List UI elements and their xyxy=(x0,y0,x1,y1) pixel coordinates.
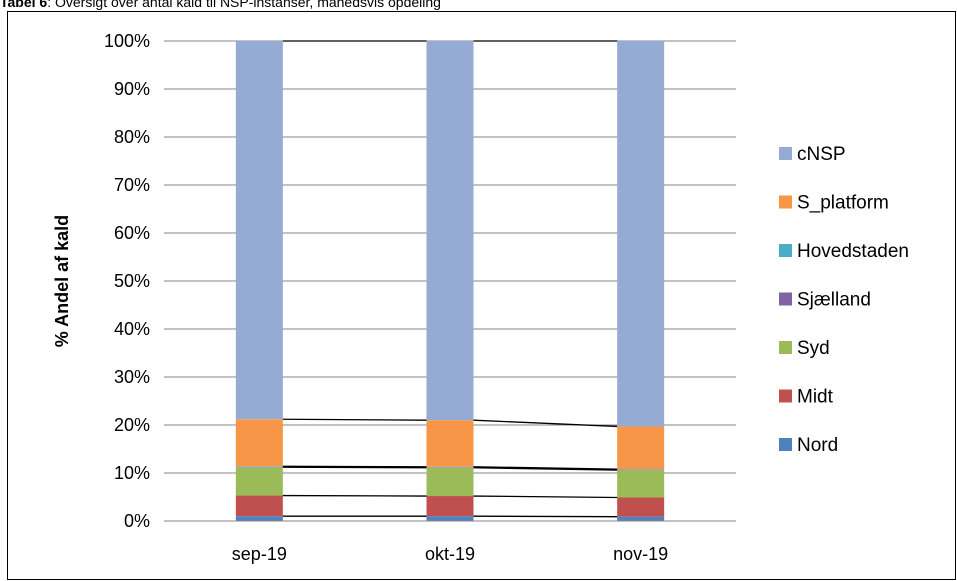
legend-label-cnsp: cNSP xyxy=(797,144,846,165)
bar-cnsp-nov-19 xyxy=(617,41,665,427)
series-line-hovedstaden xyxy=(473,466,618,470)
chart-frame xyxy=(7,11,956,580)
legend-swatch-sjælland xyxy=(779,292,792,306)
series-line-s-platform xyxy=(282,418,427,421)
legend-swatch-midt xyxy=(779,389,792,403)
x-tick-label: okt-19 xyxy=(425,544,475,564)
y-tick-label: 50% xyxy=(114,271,150,291)
y-tick-label: 80% xyxy=(114,127,150,147)
bar-s-platform-sep-19 xyxy=(235,419,283,467)
legend: cNSP S_platform Hovedstaden Sjælland Syd Midt… xyxy=(779,144,909,456)
y-tick-label: 40% xyxy=(114,319,150,339)
y-axis-title: % Andel af kald xyxy=(52,215,72,347)
caption-label: Tabel 6 xyxy=(0,0,48,10)
y-tick-labels: 0% 10% 20% 30% 40% 50% 60% 70% 80% 90% 100% xyxy=(104,31,150,531)
legend-swatch-s-platform xyxy=(779,195,792,209)
bar-midt-sep-19 xyxy=(235,495,283,517)
caption-text: : Oversigt over antal kald til NSP-insta… xyxy=(47,0,441,10)
y-tick-label: 90% xyxy=(114,79,150,99)
bar-syd-okt-19 xyxy=(426,467,474,497)
legend-swatch-cnsp xyxy=(779,147,792,160)
y-tick-label: 30% xyxy=(114,367,150,387)
y-tick-label: 70% xyxy=(114,175,150,195)
bar-nord-okt-19 xyxy=(426,516,474,521)
x-tick-labels: sep-19 okt-19 nov-19 xyxy=(232,544,668,564)
series-line-s-platform xyxy=(473,419,618,428)
bar-syd-nov-19 xyxy=(617,470,665,498)
y-tick-label: 0% xyxy=(124,511,150,531)
series-line-midt xyxy=(473,495,618,499)
y-tick-label: 60% xyxy=(114,223,150,243)
y-tick-label: 100% xyxy=(104,31,150,51)
bar-s-platform-nov-19 xyxy=(617,426,665,470)
bar-nord-sep-19 xyxy=(235,516,283,521)
legend-label-syd: Syd xyxy=(797,338,830,359)
bar-midt-okt-19 xyxy=(426,496,474,517)
bar-nord-nov-19 xyxy=(617,516,665,521)
legend-label-s-platform: S_platform xyxy=(797,193,889,214)
legend-label-nord: Nord xyxy=(797,435,838,456)
bar-cnsp-okt-19 xyxy=(426,41,474,421)
bar-cnsp-sep-19 xyxy=(235,41,283,420)
bar-syd-sep-19 xyxy=(235,467,283,496)
legend-label-midt: Midt xyxy=(797,387,834,408)
legend-swatch-hovedstaden xyxy=(779,244,792,257)
table-caption: Tabel 6: Oversigt over antal kald til NS… xyxy=(0,0,441,10)
x-tick-label: nov-19 xyxy=(613,544,668,564)
bar-midt-nov-19 xyxy=(617,497,665,517)
y-tick-label: 20% xyxy=(114,415,150,435)
legend-label-hovedstaden: Hovedstaden xyxy=(797,241,909,262)
legend-swatch-nord xyxy=(779,438,792,451)
legend-label-sjælland: Sjælland xyxy=(797,290,871,311)
legend-swatch-syd xyxy=(779,341,792,354)
bar-s-platform-okt-19 xyxy=(426,420,474,467)
bars xyxy=(235,41,665,521)
y-tick-label: 10% xyxy=(114,463,150,483)
x-tick-label: sep-19 xyxy=(232,544,287,564)
series-lines xyxy=(282,40,618,518)
